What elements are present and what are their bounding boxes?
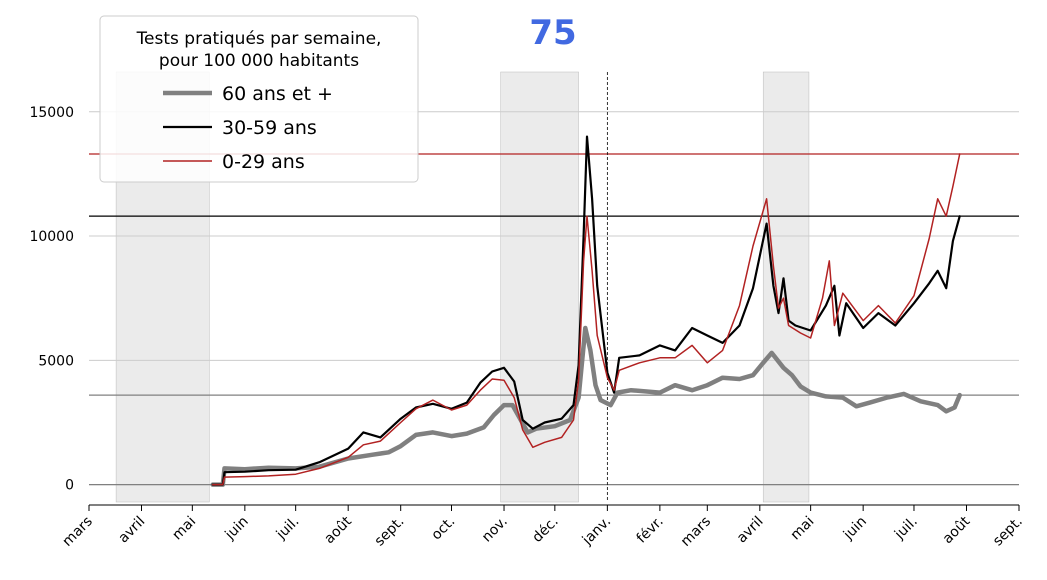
x-tick-label: nov. — [479, 514, 511, 546]
reference-lines — [89, 153, 1019, 486]
y-tick-label: 5000 — [38, 353, 74, 369]
x-tick-label: juin — [840, 514, 870, 544]
shaded-period — [500, 71, 579, 503]
legend-label: 30-59 ans — [222, 117, 317, 139]
y-tick-label: 0 — [65, 478, 74, 494]
x-tick-label: juin — [222, 514, 252, 544]
x-tick-label: août — [321, 513, 355, 547]
x-tick-label: juil. — [891, 514, 921, 544]
series-lines — [210, 135, 962, 487]
x-tick-label: juil. — [273, 514, 303, 544]
legend-title-line-1: Tests pratiqués par semaine, — [136, 29, 382, 49]
series-line — [210, 325, 962, 487]
series-line — [211, 135, 961, 486]
x-tick-label: sept. — [990, 514, 1026, 550]
y-axis-ticks: 0 5000 10000 15000 — [29, 105, 74, 494]
x-tick-label: oct. — [428, 514, 458, 544]
x-tick-label: mars — [60, 514, 96, 550]
chart-title: 75 — [529, 13, 576, 53]
legend-title-line-2: pour 100 000 habitants — [159, 51, 359, 71]
legend: Tests pratiqués par semaine, pour 100 00… — [99, 15, 419, 183]
x-tick-label: déc. — [529, 514, 561, 546]
shaded-period — [762, 71, 810, 503]
legend-items: 60 ans et + 30-59 ans 0-29 ans — [163, 83, 333, 173]
y-tick-label: 10000 — [29, 229, 74, 245]
x-tick-label: avril — [116, 514, 149, 547]
series-line — [211, 153, 961, 486]
x-tick-label: févr. — [634, 514, 667, 547]
x-axis: mars avril mai juin juil. août sept. oct. nov. dé… — [60, 504, 1026, 550]
x-tick-label: sept. — [372, 514, 408, 550]
x-tick-label: mars — [678, 514, 714, 550]
x-tick-label: août — [940, 513, 974, 547]
legend-box — [99, 15, 419, 183]
x-tick-label: avril — [734, 514, 767, 547]
legend-label: 0-29 ans — [222, 151, 305, 173]
x-tick-label: mai — [169, 514, 199, 544]
x-tick-label: mai — [788, 514, 818, 544]
legend-label: 60 ans et + — [222, 83, 333, 105]
x-tick-label: janv. — [579, 514, 614, 549]
y-tick-label: 15000 — [29, 105, 74, 121]
